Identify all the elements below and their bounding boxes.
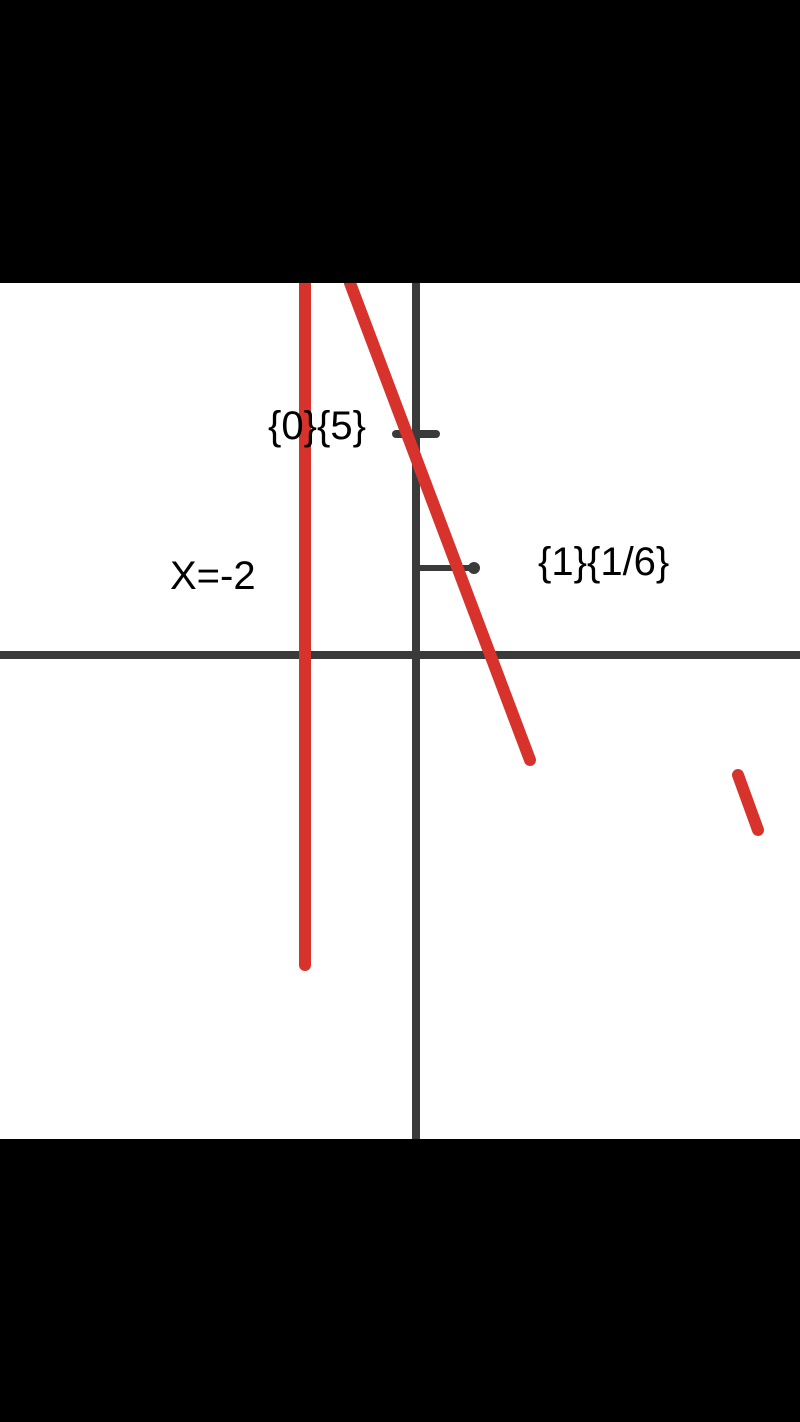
label-point: {1}{1/6} xyxy=(538,540,669,585)
point-dot xyxy=(468,562,480,574)
slanted-line xyxy=(350,283,530,760)
plot-stage xyxy=(0,283,800,1139)
plot-svg xyxy=(0,0,800,1422)
label-y-intercept: {0}{5} xyxy=(268,404,366,449)
label-x-neg2: X=-2 xyxy=(170,554,256,599)
slanted-line-fragment xyxy=(738,775,758,830)
